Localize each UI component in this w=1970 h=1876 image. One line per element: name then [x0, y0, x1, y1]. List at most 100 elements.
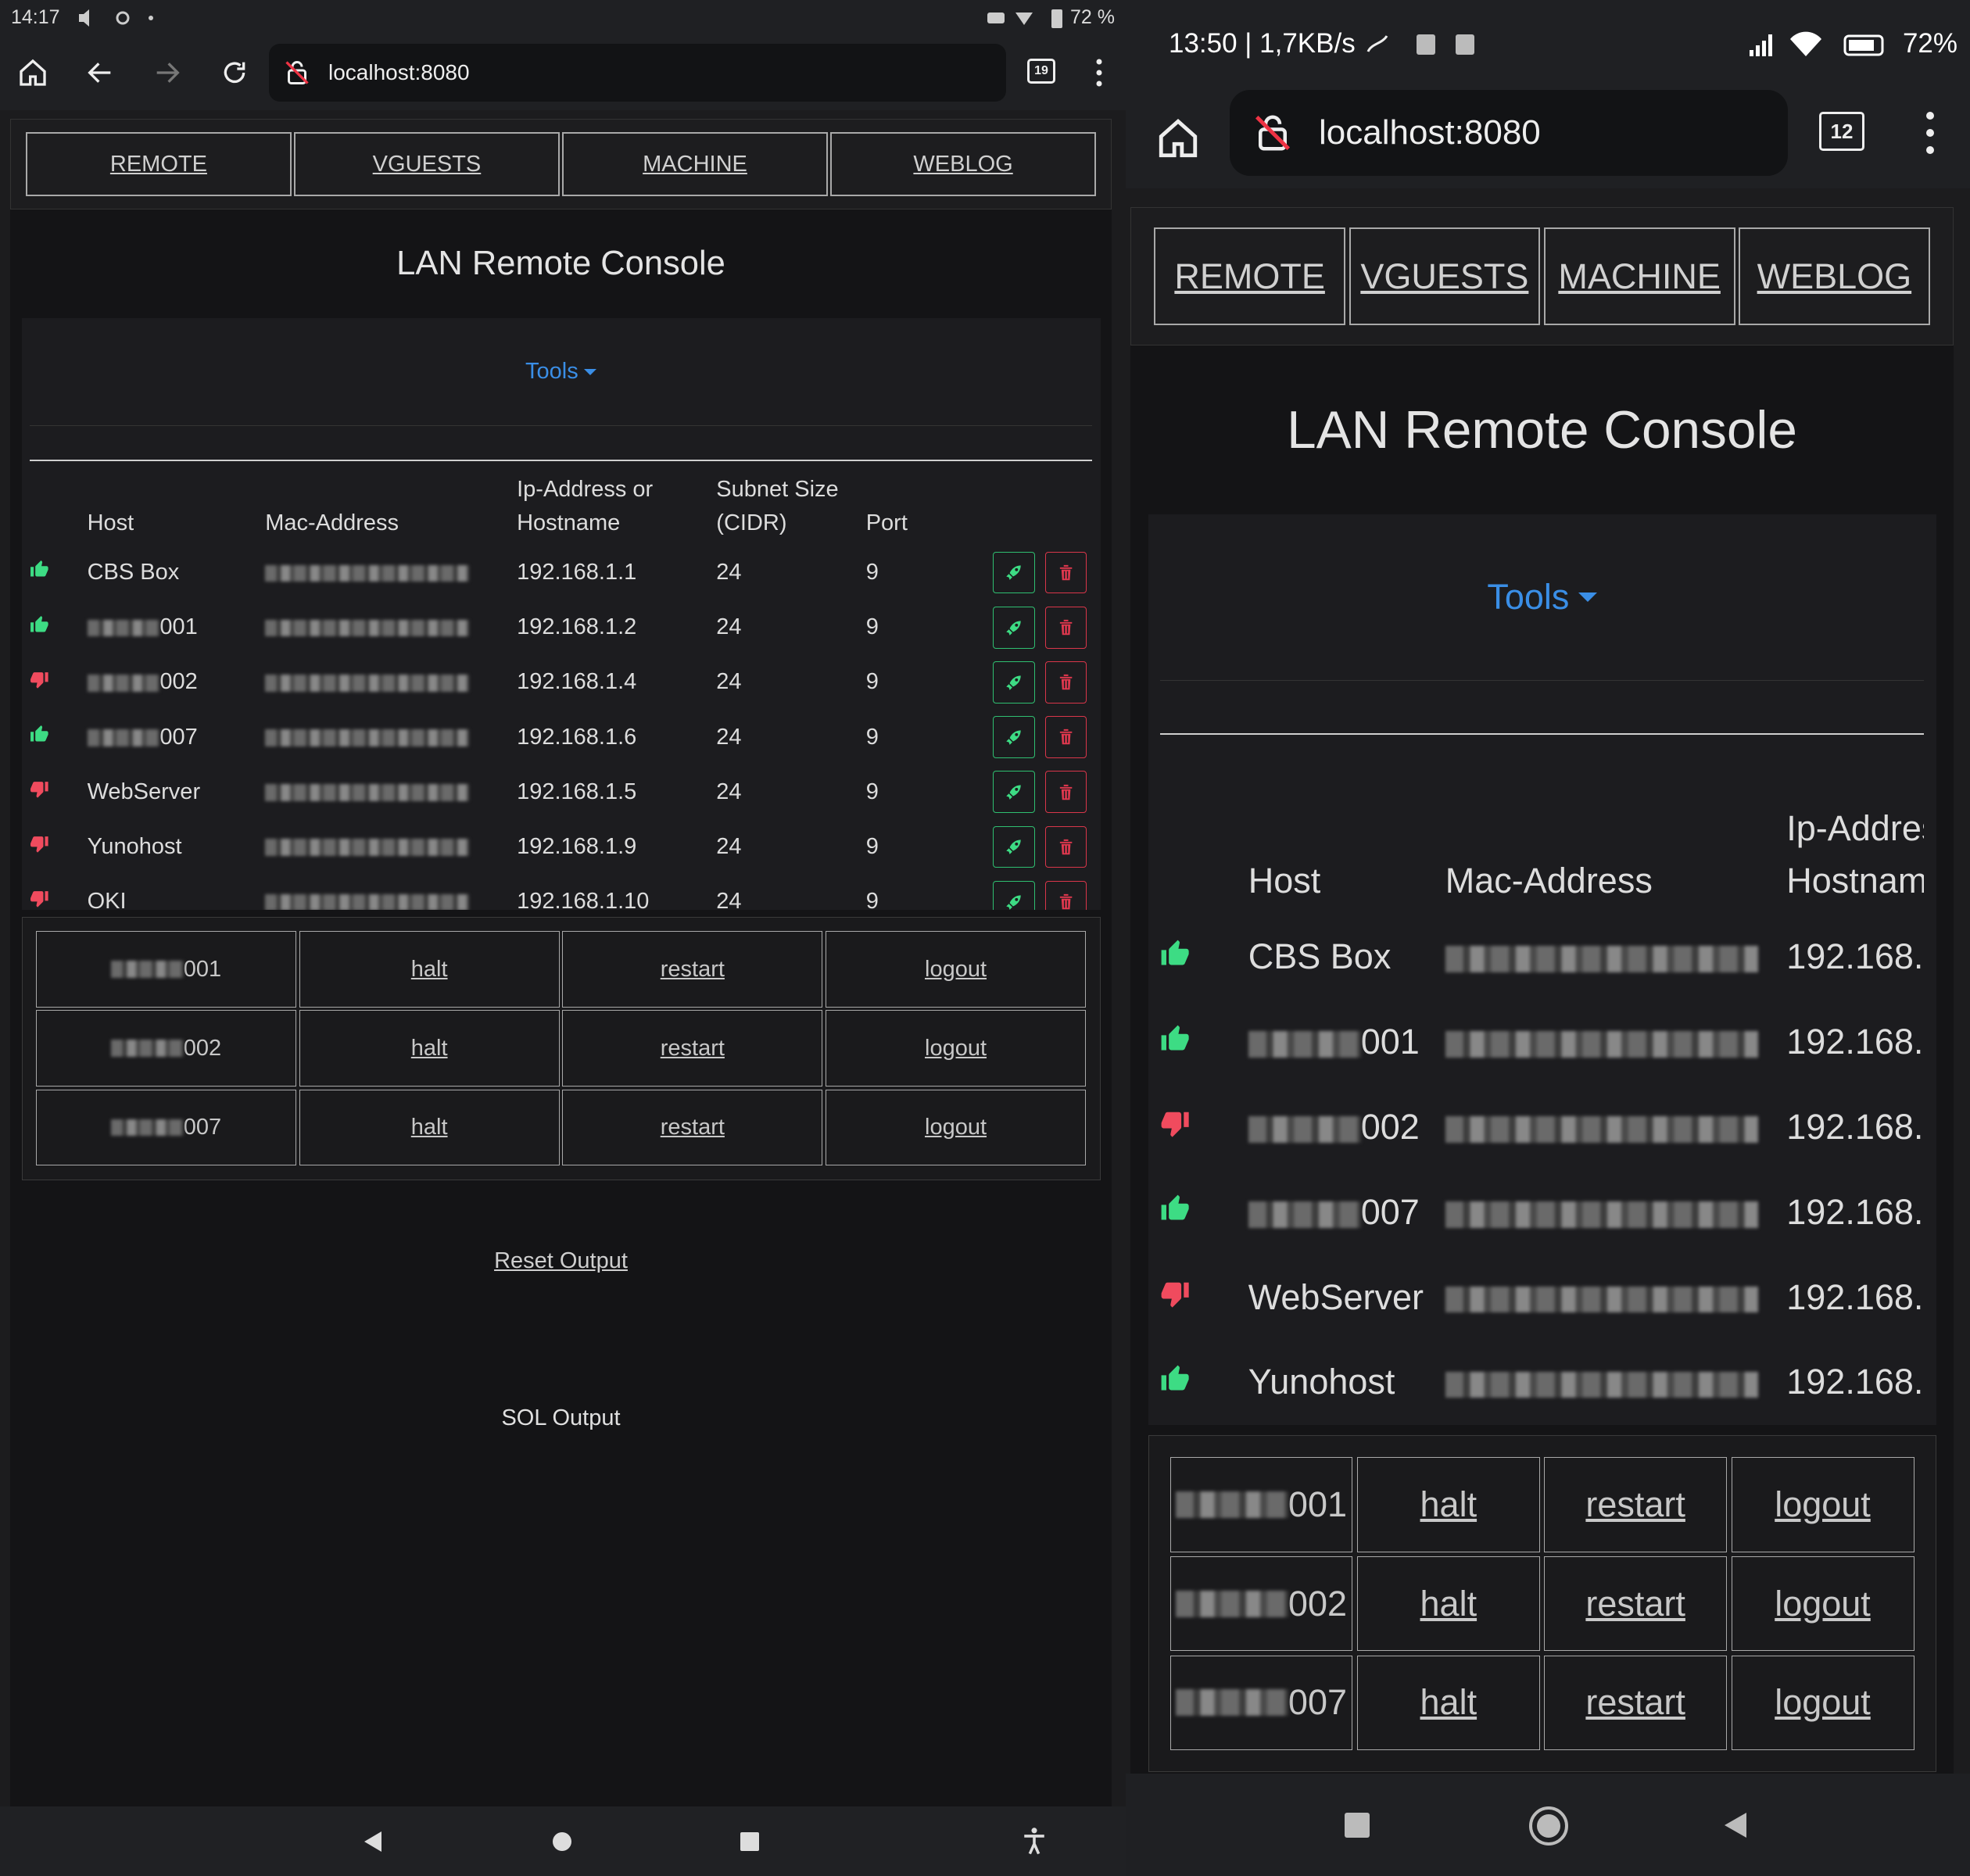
- wake-button[interactable]: [993, 551, 1035, 594]
- tools-dropdown[interactable]: Tools: [29, 318, 1093, 426]
- home-button[interactable]: [1155, 116, 1201, 161]
- host-name: 002: [1288, 1583, 1348, 1624]
- action-button[interactable]: logout: [1731, 1655, 1914, 1750]
- delete-button[interactable]: [1044, 880, 1087, 911]
- action-button[interactable]: logout: [825, 1010, 1087, 1087]
- address-bar[interactable]: localhost:8080: [1230, 90, 1788, 176]
- action-button[interactable]: restart: [1544, 1457, 1728, 1552]
- status-battery: 72 %: [1070, 6, 1115, 28]
- reload-button[interactable]: [219, 57, 250, 88]
- host-cell: WebServer: [1248, 1277, 1445, 1318]
- rocket-icon: [1006, 840, 1021, 855]
- back-button[interactable]: [84, 57, 116, 88]
- right-screenshot: 13:50 | 1,7KB/s 72% localhost:8080 12 RE…: [1126, 0, 1970, 1876]
- dropdown-caret: [1578, 592, 1597, 602]
- nav-link[interactable]: WEBLOG: [1739, 227, 1930, 326]
- actions-table: 001 halt restart logout 002 halt restart logout…: [1148, 1435, 1936, 1772]
- nav-recents[interactable]: [1341, 1810, 1373, 1841]
- action-button[interactable]: halt: [1356, 1457, 1540, 1552]
- action-button[interactable]: logout: [1731, 1457, 1914, 1552]
- host-cell: 002: [87, 669, 266, 695]
- menu-button[interactable]: [1920, 109, 1940, 156]
- action-button[interactable]: halt: [299, 1089, 560, 1166]
- redacted-prefix: [1175, 1590, 1288, 1617]
- wake-button[interactable]: [993, 771, 1035, 814]
- insecure-icon: [1255, 115, 1291, 151]
- forward-button[interactable]: [152, 57, 183, 88]
- action-button[interactable]: logout: [825, 931, 1087, 1008]
- status-up-icon: [30, 615, 48, 632]
- action-button[interactable]: restart: [1544, 1655, 1728, 1750]
- nav-link[interactable]: MACHINE: [561, 131, 829, 197]
- reset-output-link[interactable]: Reset Output: [494, 1248, 628, 1273]
- home-button[interactable]: [17, 57, 48, 88]
- action-button[interactable]: restart: [562, 931, 823, 1008]
- nav-link[interactable]: VGUESTS: [1349, 227, 1541, 326]
- action-button[interactable]: restart: [562, 1010, 823, 1087]
- action-button[interactable]: halt: [299, 1010, 560, 1087]
- wake-button[interactable]: [993, 825, 1035, 868]
- column-header: Ip-Address or Hostname: [1786, 807, 1924, 901]
- nav-back[interactable]: [1720, 1810, 1751, 1841]
- column-header: Subnet Size (CIDR): [716, 476, 839, 536]
- delete-button[interactable]: [1044, 825, 1087, 868]
- action-button[interactable]: restart: [1544, 1556, 1728, 1652]
- tools-dropdown[interactable]: Tools: [1160, 514, 1924, 681]
- cidr-cell: 24: [716, 614, 742, 640]
- sol-output-label: SOL Output: [501, 1405, 621, 1430]
- delete-button[interactable]: [1044, 716, 1087, 758]
- status-up-icon: [1161, 1365, 1189, 1391]
- status-up-icon: [1161, 1025, 1189, 1051]
- tab-count[interactable]: 12: [1819, 112, 1864, 151]
- tab-count[interactable]: 19: [1027, 59, 1055, 84]
- delete-button[interactable]: [1044, 551, 1087, 594]
- actions-table: 001 halt restart logout 002 halt restart logout…: [21, 916, 1101, 1180]
- redacted-mac: [1445, 1115, 1759, 1143]
- host-name: 007: [159, 724, 198, 750]
- nav-back[interactable]: [361, 1830, 385, 1853]
- action-button[interactable]: logout: [1731, 1556, 1914, 1652]
- status-cell: [30, 560, 88, 585]
- delete-button[interactable]: [1044, 771, 1087, 814]
- nav-link[interactable]: WEBLOG: [829, 131, 1097, 197]
- host-name: OKI: [87, 889, 127, 911]
- ip-cell: 192.168.1.1: [1786, 936, 1924, 976]
- wake-button[interactable]: [993, 716, 1035, 758]
- cidr-cell: 24: [716, 833, 742, 859]
- nav-recents[interactable]: [738, 1830, 761, 1853]
- mac-cell: [265, 889, 517, 911]
- port-cell: 9: [865, 779, 879, 804]
- host-row: OKI 192.168.1.10 24 9: [30, 874, 1093, 911]
- action-button[interactable]: logout: [825, 1089, 1087, 1166]
- status-cell: [1160, 1362, 1248, 1402]
- action-button[interactable]: halt: [299, 931, 560, 1008]
- url: localhost:8080: [328, 60, 470, 84]
- mac-cell: [265, 614, 517, 640]
- rocket-icon: [1006, 675, 1021, 690]
- delete-button[interactable]: [1044, 606, 1087, 649]
- nav-link[interactable]: VGUESTS: [293, 131, 561, 197]
- ip-cell: 192.168.1.2: [1786, 1021, 1924, 1062]
- nav-link[interactable]: MACHINE: [1543, 227, 1735, 326]
- action-button[interactable]: halt: [1356, 1556, 1540, 1652]
- host-name: 001: [159, 614, 198, 640]
- nav-link[interactable]: REMOTE: [25, 131, 292, 197]
- redacted-prefix: [1175, 1491, 1288, 1518]
- wake-button[interactable]: [993, 880, 1035, 911]
- redacted-mac: [1445, 1371, 1759, 1398]
- wake-button[interactable]: [993, 606, 1035, 649]
- delete-button[interactable]: [1044, 661, 1087, 704]
- wake-button[interactable]: [993, 661, 1035, 704]
- action-button[interactable]: halt: [1356, 1655, 1540, 1750]
- address-bar[interactable]: localhost:8080: [269, 44, 1006, 102]
- nav-link[interactable]: REMOTE: [1154, 227, 1345, 326]
- nav-home[interactable]: [1528, 1805, 1570, 1847]
- menu-button[interactable]: [1091, 55, 1107, 90]
- insecure-icon: [285, 61, 309, 84]
- nav-accessibility[interactable]: [1021, 1827, 1048, 1856]
- action-button[interactable]: restart: [562, 1089, 823, 1166]
- url: localhost:8080: [1319, 113, 1541, 152]
- page-title: LAN Remote Console: [396, 245, 725, 283]
- mac-cell: [1445, 1022, 1787, 1062]
- nav-home[interactable]: [550, 1830, 574, 1853]
